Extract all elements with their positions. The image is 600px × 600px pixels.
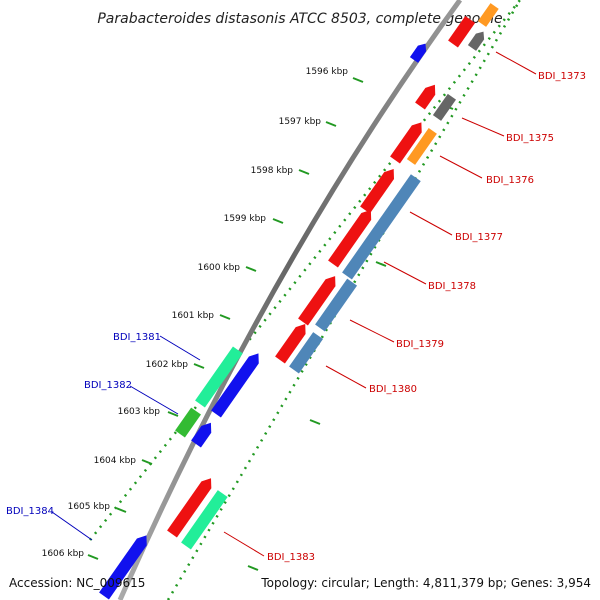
gene-red-1379[interactable]: [298, 273, 340, 326]
gene-blue-1381[interactable]: [211, 350, 263, 418]
gene-label[interactable]: BDI_1383: [267, 552, 315, 563]
tick-label: 1604 kbp: [94, 456, 137, 466]
gene-bdi1373-gray[interactable]: [467, 29, 488, 51]
gene-red-top[interactable]: [448, 15, 476, 48]
gene-label[interactable]: BDI_1377: [455, 232, 503, 243]
gene-label[interactable]: BDI_1379: [396, 339, 444, 350]
right-gene-labels: BDI_1373 BDI_1375 BDI_1376 BDI_1377 BDI_…: [267, 71, 586, 563]
kbp-labels: 1596 kbp 1597 kbp 1598 kbp 1599 kbp 1600…: [42, 67, 349, 559]
tick-label: 1605 kbp: [68, 502, 111, 512]
gene-steel-1378[interactable]: [342, 174, 421, 280]
gene-gray-1375[interactable]: [432, 93, 457, 121]
tick-label: 1597 kbp: [279, 117, 322, 127]
gene-label[interactable]: BDI_1380: [369, 384, 417, 395]
gene-red-1383[interactable]: [167, 475, 216, 538]
gene-label[interactable]: BDI_1384: [6, 506, 54, 517]
gene-mint-1381[interactable]: [195, 346, 243, 408]
gene-red-1380[interactable]: [275, 321, 310, 364]
gene-red-1375a[interactable]: [415, 81, 440, 110]
tick-label: 1602 kbp: [146, 360, 189, 370]
gene-blue-top[interactable]: [409, 41, 430, 63]
gene-red-1376[interactable]: [390, 119, 426, 164]
tick-label: 1598 kbp: [251, 166, 294, 176]
left-gene-labels: BDI_1381 BDI_1382 BDI_1384: [6, 332, 161, 517]
tick-label: 1601 kbp: [172, 311, 215, 321]
gene-red-1377[interactable]: [360, 166, 399, 214]
label-leaders: [51, 51, 537, 557]
genome-backbone: [117, 0, 463, 600]
tick-label: 1599 kbp: [224, 214, 267, 224]
tick-label: 1600 kbp: [198, 263, 241, 273]
outer-dotted-track: [89, 0, 521, 541]
gene-orange-top[interactable]: [477, 3, 499, 27]
tick-label: 1603 kbp: [118, 407, 161, 417]
gene-label[interactable]: BDI_1378: [428, 281, 476, 292]
tick-label: 1596 kbp: [306, 67, 349, 77]
gene-steel-1380[interactable]: [289, 332, 324, 374]
gene-blue-1382[interactable]: [191, 419, 216, 448]
gene-red-1378[interactable]: [328, 206, 376, 268]
gene-label[interactable]: BDI_1381: [113, 332, 161, 343]
map-title: Parabacteroides distasonis ATCC 8503, co…: [97, 11, 502, 27]
accession-text: Accession: NC_009615: [9, 576, 145, 590]
gene-blue-1384[interactable]: [99, 532, 151, 600]
genome-summary: Topology: circular; Length: 4,811,379 bp…: [260, 576, 591, 590]
gene-label[interactable]: BDI_1376: [486, 175, 534, 186]
gene-steel-1379[interactable]: [315, 278, 358, 332]
gene-mint-1383[interactable]: [181, 490, 228, 550]
gene-label[interactable]: BDI_1382: [84, 380, 132, 391]
gene-label[interactable]: BDI_1375: [506, 133, 554, 144]
gene-features: [99, 3, 499, 600]
gene-green-1382[interactable]: [175, 407, 201, 438]
tick-label: 1606 kbp: [42, 549, 85, 559]
gene-label[interactable]: BDI_1373: [538, 71, 586, 82]
gene-orange-1376[interactable]: [406, 128, 437, 165]
